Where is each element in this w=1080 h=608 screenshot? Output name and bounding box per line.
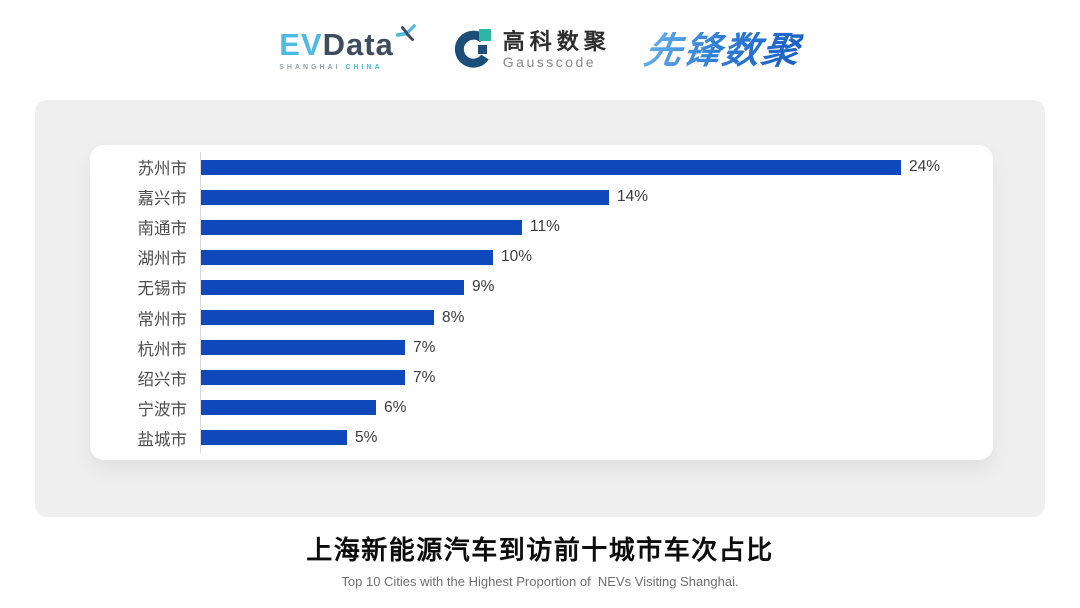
bar-value-label: 14%	[617, 188, 649, 206]
gausscode-en: Gausscode	[502, 53, 597, 70]
bar	[201, 340, 405, 356]
bar	[201, 279, 464, 295]
bar-value-label: 6%	[384, 398, 407, 416]
bar-zone: 6%	[200, 392, 993, 423]
bar-category-label: 南通市	[137, 220, 188, 239]
chart-row: 湖州市 10%	[90, 242, 993, 273]
bar	[201, 189, 609, 205]
bar-zone: 11%	[200, 212, 993, 243]
bar-zone: 7%	[200, 332, 993, 363]
bar-category-label: 湖州市	[137, 250, 188, 269]
chart-row: 无锡市 9%	[90, 272, 993, 303]
chart-title: 上海新能源汽车到访前十城市车次占比	[306, 535, 774, 565]
chart-row: 苏州市 24%	[90, 152, 993, 183]
chart-card: 苏州市 24% 嘉兴市 14% 南通市 11% 湖州市 10% 无锡市 9% 常州市 8% 杭州市 7% 绍…	[90, 145, 993, 460]
chart-subtitle: Top 10 Cities with the Highest Proportio…	[341, 574, 739, 589]
header-logo-bar: EV Data SHANGHAI CHINA 高科数聚 Gausscode 先锋数…	[0, 16, 1080, 84]
bar-zone: 9%	[200, 272, 993, 303]
evdata-sub-china: CHINA	[345, 64, 383, 71]
bar-category-label: 杭州市	[137, 340, 188, 359]
gausscode-g-icon	[454, 29, 491, 68]
bar-category-label: 苏州市	[137, 160, 188, 179]
evdata-subtext: SHANGHAI CHINA	[279, 64, 418, 71]
bar	[201, 400, 376, 416]
bar-zone: 10%	[200, 242, 993, 273]
bar-value-label: 11%	[530, 218, 560, 236]
bar-value-label: 7%	[413, 368, 436, 386]
bar-chart: 苏州市 24% 嘉兴市 14% 南通市 11% 湖州市 10% 无锡市 9% 常州市 8% 杭州市 7% 绍…	[90, 152, 993, 453]
bar-value-label: 24%	[909, 158, 941, 176]
chart-row: 绍兴市 7%	[90, 362, 993, 393]
bar-value-label: 7%	[413, 338, 436, 356]
bar	[201, 159, 901, 175]
chart-row: 宁波市 6%	[90, 392, 993, 423]
chart-row: 盐城市 5%	[90, 422, 993, 453]
bar-zone: 8%	[200, 302, 993, 333]
evdata-ev-text: EV	[279, 27, 323, 62]
bar-zone: 5%	[200, 422, 993, 453]
bar-value-label: 9%	[472, 278, 495, 296]
xianfeng-logo: 先锋数聚	[641, 29, 805, 71]
evdata-logo: EV Data SHANGHAI CHINA	[279, 24, 418, 71]
chart-row: 杭州市 7%	[90, 332, 993, 363]
bar-value-label: 5%	[355, 428, 378, 446]
evdata-sub-shanghai: SHANGHAI	[279, 64, 341, 71]
evdata-data-text: Data	[322, 27, 394, 62]
bar-category-label: 常州市	[137, 310, 188, 329]
bar-zone: 24%	[200, 152, 993, 183]
bar-category-label: 嘉兴市	[137, 190, 188, 209]
bar-category-label: 盐城市	[137, 430, 188, 449]
bar	[201, 219, 522, 235]
bar	[201, 310, 434, 326]
evdata-wordmark: EV Data	[279, 24, 418, 62]
chart-row: 常州市 8%	[90, 302, 993, 333]
chart-panel: 苏州市 24% 嘉兴市 14% 南通市 11% 湖州市 10% 无锡市 9% 常州市 8% 杭州市 7% 绍…	[35, 100, 1045, 517]
bar	[201, 370, 405, 386]
gausscode-cn: 高科数聚	[502, 28, 611, 54]
bar	[201, 249, 493, 265]
chart-row: 嘉兴市 14%	[90, 182, 993, 213]
chart-row: 南通市 11%	[90, 212, 993, 243]
bar	[201, 430, 347, 446]
gausscode-text: 高科数聚 Gausscode	[502, 28, 611, 71]
caption-block: 上海新能源汽车到访前十城市车次占比 Top 10 Cities with the…	[0, 530, 1080, 589]
pinwheel-x-icon	[395, 24, 416, 41]
bar-category-label: 无锡市	[137, 280, 188, 299]
bar-category-label: 绍兴市	[137, 370, 188, 389]
gausscode-logo: 高科数聚 Gausscode	[452, 28, 611, 72]
bar-value-label: 8%	[442, 308, 465, 326]
bar-zone: 14%	[200, 182, 993, 213]
bar-zone: 7%	[200, 362, 993, 393]
bar-value-label: 10%	[501, 248, 533, 266]
bar-category-label: 宁波市	[137, 400, 188, 419]
